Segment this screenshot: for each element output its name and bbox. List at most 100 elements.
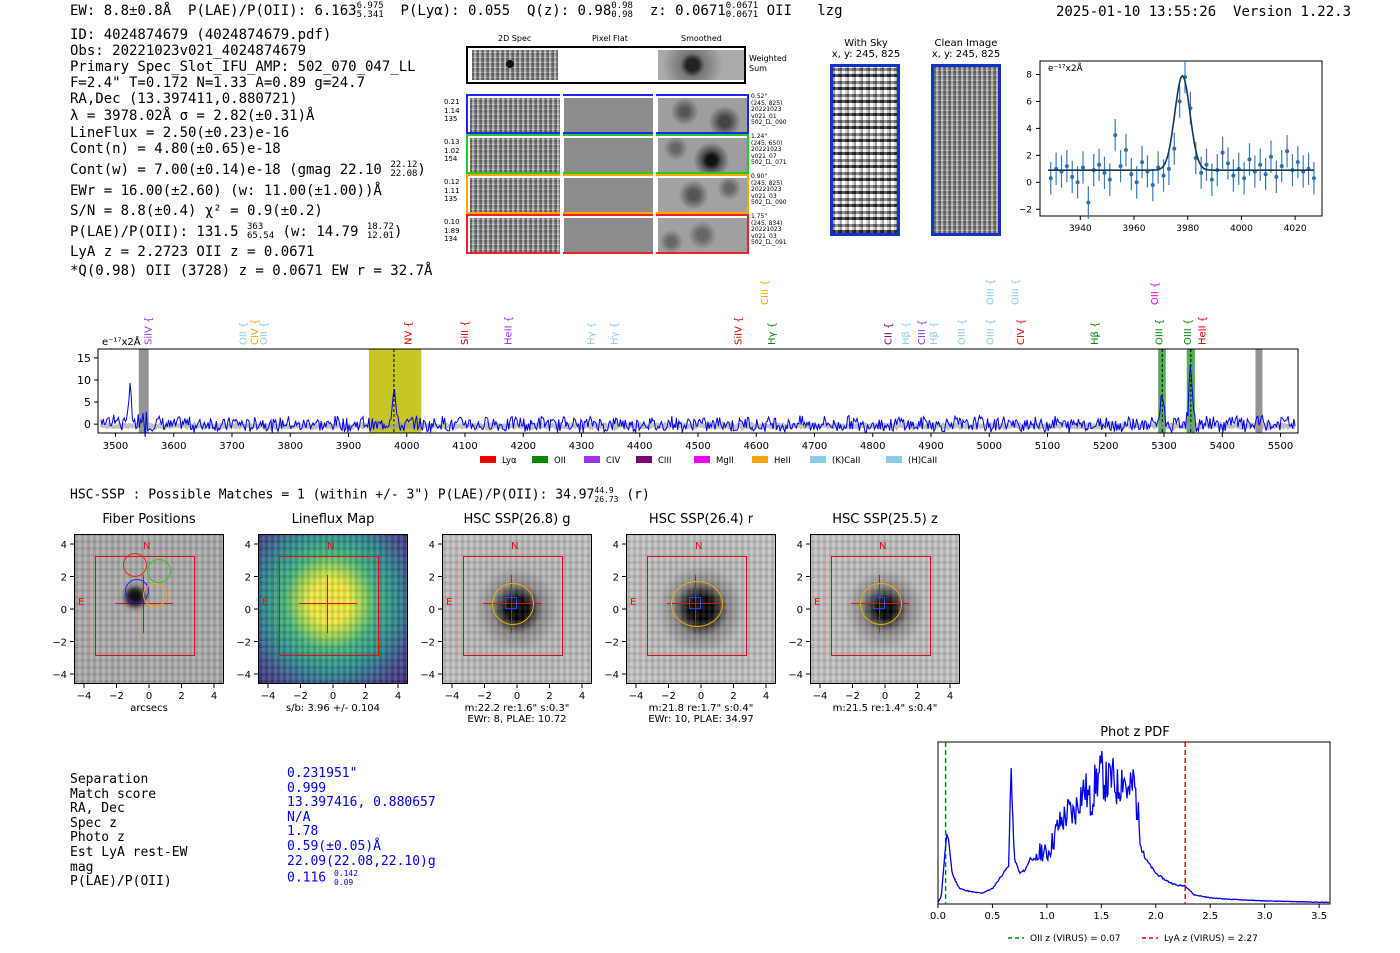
full-line-label: HeII { — [1197, 316, 1208, 345]
weighted-sum-strip — [466, 46, 746, 84]
panel-xtick-label: −2 — [477, 691, 492, 702]
panel-noise — [259, 535, 407, 683]
panel-aperture-box — [647, 556, 747, 656]
info-id: ID: 4024874679 (4024874679.pdf) — [70, 27, 332, 43]
panel-title: HSC SSP(26.4) r — [648, 512, 754, 527]
full-xtick-label: 3700 — [219, 441, 244, 452]
zoom-point — [1113, 133, 1118, 138]
panel-xtick-label: −4 — [445, 691, 460, 702]
zoom-ytick-label: 0 — [1026, 178, 1032, 188]
full-xtick-label: 4300 — [569, 441, 594, 452]
full-xtick-label: 4500 — [685, 441, 710, 452]
match-value: 0.999 — [287, 780, 327, 796]
spec2d-panel: 2D Spec Pixel Flat Smoothed Weighted Sum — [444, 34, 806, 254]
panel-xtick-label: −2 — [109, 691, 124, 702]
zoom-line-chart: e⁻¹⁷x2Å 8 6 4 2 0 −2 3940 3960 3980 4000 4020 — [1020, 60, 1323, 234]
full-xtick-label: 5100 — [1035, 441, 1060, 452]
panel-xtick-label: 0 — [146, 691, 152, 702]
full-legend-label: Lyα — [502, 456, 517, 465]
header-timestamp: 2025-01-10 13:55:26 Version 1.22.3 — [1056, 4, 1352, 20]
full-xtick-label: 4400 — [627, 441, 652, 452]
panel-ytick-label: −2 — [604, 638, 619, 649]
zoom-point — [1166, 166, 1171, 171]
zoom-point — [1199, 170, 1204, 175]
panel-ellipse — [671, 581, 723, 627]
panel-source-box — [505, 597, 517, 609]
panel-xtick-label: 2 — [914, 691, 920, 702]
full-legend-swatch — [584, 456, 600, 463]
panel-aperture-box — [831, 556, 931, 656]
full-line-label: OII { — [259, 322, 270, 345]
match-label: Separation — [70, 772, 149, 787]
full-spectrum-line — [100, 364, 1296, 437]
info-qline: *Q(0.98) OII (3728) z = 0.0671 EW r = 32… — [70, 263, 433, 280]
full-highlight-band — [1255, 349, 1263, 433]
header-ew: EW: 8.8±0.8Å — [70, 3, 172, 19]
spec2d-row-3 — [466, 214, 749, 254]
info-params: F=2.4" T=0.172 N=1.33 A=0.89 g=24.7 — [70, 75, 366, 92]
full-xtick-label: 4100 — [452, 441, 477, 452]
weighted-smoothed — [658, 50, 744, 80]
match-label: mag — [70, 859, 94, 875]
full-unit-label: e⁻¹⁷x2Å — [102, 335, 141, 348]
zoom-xtick-label: 3940 — [1069, 224, 1092, 234]
panel-ytick-label: 2 — [245, 573, 251, 584]
panel-xtick-label: −2 — [293, 691, 308, 702]
with-sky-image — [830, 64, 900, 236]
info-lya-z: LyA z = 2.2723 OII z = 0.0671 — [70, 243, 315, 260]
panel-xtick-label: −2 — [845, 691, 860, 702]
panel-ytick-label: −4 — [236, 670, 251, 681]
zoom-point — [1285, 149, 1290, 154]
full-line-label: OIII { — [985, 319, 996, 345]
fiber-green — [147, 559, 171, 583]
photz-pdf-chart: Phot z PDF 0.0 0.5 1.0 1.5 2.0 2.5 3.0 3.5 OII … — [930, 725, 1331, 944]
panel-east-label: E — [630, 597, 637, 608]
spec2d-title-2: Smoothed — [681, 34, 722, 43]
clean-image — [931, 64, 1001, 236]
weighted-source-spot — [506, 60, 514, 68]
panel-ytick-label: −4 — [604, 670, 619, 681]
detection-info: ID: 4024874679 (4024874679.pdf) Obs: 202… — [70, 27, 432, 279]
zoom-point — [1118, 164, 1123, 169]
panel-aperture-box — [95, 556, 195, 656]
full-line-label: CIII { — [917, 320, 928, 345]
spec2d-rows — [466, 94, 750, 254]
panel-xlabel: arcsecs — [130, 703, 168, 714]
info-radec: RA,Dec (13.397411,0.880721) — [70, 91, 298, 108]
zoom-point — [1097, 162, 1102, 167]
panel-title: Fiber Positions — [102, 512, 196, 527]
panel-source-box — [689, 597, 701, 609]
panel-ytick-label: 2 — [797, 573, 803, 584]
full-spectrum-chart: e⁻¹⁷x2Å SiIV {OII {CIV {OII {NV {SiII {H… — [77, 279, 1299, 465]
zoom-point — [1220, 150, 1225, 155]
info-obs: Obs: 20221023v021_4024874679 — [70, 43, 307, 60]
zoom-xtick-label: 3980 — [1176, 224, 1199, 234]
full-legend-label: (H)CaII — [908, 456, 937, 465]
sep-1 — [560, 94, 563, 254]
weighted-label: Weighted Sum — [749, 54, 787, 73]
panel-east-label: E — [262, 597, 269, 608]
panel-ellipse — [860, 583, 902, 625]
zoom-point — [1140, 160, 1145, 165]
spec2d-row-1 — [466, 134, 749, 174]
image-panel-4: HSC SSP(25.5) z N E 4 2 0 −2 −4 −4 −2 0 2 4 m:21.5… — [788, 512, 960, 722]
full-line-label: Hβ { — [1090, 322, 1101, 345]
fiber-orange — [143, 583, 167, 607]
full-ytick-label: 5 — [84, 396, 91, 409]
row2-flat — [564, 178, 654, 212]
zoom-point — [1209, 177, 1214, 182]
zoom-point — [1172, 146, 1177, 151]
panel-north-label: N — [879, 541, 887, 552]
full-line-label: OII { — [239, 322, 250, 345]
panel-north-label: N — [327, 541, 335, 552]
photz-xtick-label: 2.5 — [1202, 911, 1218, 922]
info-lambda: λ = 3978.02Å σ = 2.82(±0.31)Å — [70, 108, 315, 125]
spec2d-title-0: 2D Spec — [498, 34, 532, 43]
row0-smooth — [658, 98, 747, 132]
fiber-red — [123, 553, 147, 577]
panel-ytick-label: −4 — [52, 670, 67, 681]
zoom-point — [1263, 172, 1268, 177]
panel-xtick-label: 2 — [546, 691, 552, 702]
full-line-label: CIII { — [760, 280, 771, 305]
full-xtick-label: 3800 — [278, 441, 303, 452]
